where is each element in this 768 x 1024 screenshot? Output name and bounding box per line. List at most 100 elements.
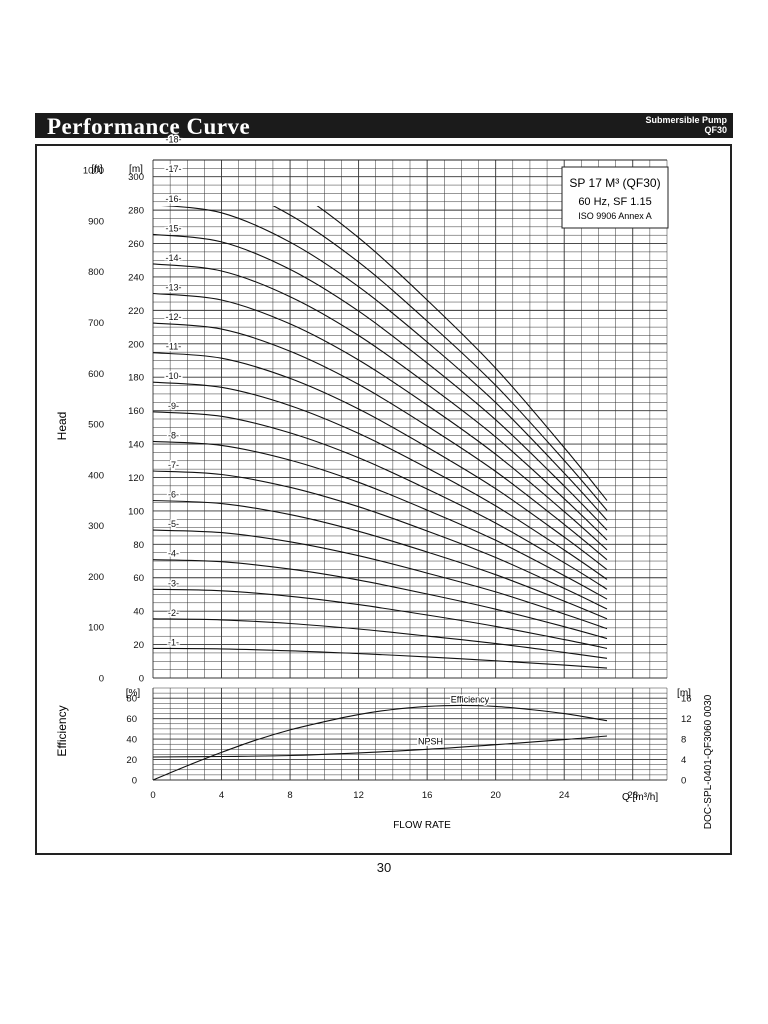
curve-efficiency xyxy=(152,704,608,781)
head-curves xyxy=(153,206,608,669)
y-tick-ft-900: 900 xyxy=(88,216,104,227)
stage-label-7: -7- xyxy=(168,460,179,470)
stage-curve-15 xyxy=(153,233,608,531)
q-unit-label: Q [m³/h] xyxy=(622,792,658,803)
y-tick-m-20: 20 xyxy=(133,640,144,651)
stage-curve-9 xyxy=(153,411,608,590)
y-tick-ft-400: 400 xyxy=(88,470,104,481)
chart-frame xyxy=(35,144,732,855)
y-tick-ft-0: 0 xyxy=(99,674,104,685)
stage-label-3: -3- xyxy=(168,578,179,588)
legend-line-2: 60 Hz, SF 1.15 xyxy=(578,196,651,208)
y-tick-pct-20: 20 xyxy=(126,755,137,766)
x-tick-20: 20 xyxy=(490,790,501,801)
y-tick-m-260: 260 xyxy=(128,239,144,250)
stage-label-16: -16- xyxy=(166,194,182,204)
y-tick-ft-100: 100 xyxy=(88,623,104,634)
stage-curve-13 xyxy=(153,292,608,551)
stage-label-11: -11- xyxy=(166,342,181,352)
y-tick-m-100: 100 xyxy=(128,506,144,517)
x-tick-4: 4 xyxy=(219,790,224,801)
stage-label-10: -10- xyxy=(166,371,182,381)
legend-box xyxy=(561,166,669,229)
y-tick-m-280: 280 xyxy=(128,206,144,217)
y-tick-m-300: 300 xyxy=(128,172,144,183)
curve-npsh xyxy=(152,735,608,758)
stage-curve-16 xyxy=(161,206,608,521)
stage-curve-4 xyxy=(153,559,608,640)
y-tick-pct-80: 80 xyxy=(126,694,137,705)
head-axis-title: Head xyxy=(55,412,69,441)
unit-ft-label: [ft] xyxy=(91,164,102,175)
x-tick-24: 24 xyxy=(559,790,570,801)
unit-pct-label: [%] xyxy=(126,688,141,699)
legend-line-3: ISO 9906 Annex A xyxy=(578,211,652,221)
y-tick-ft-700: 700 xyxy=(88,318,104,329)
y-tick-m-220: 220 xyxy=(128,306,144,317)
head-grid xyxy=(152,159,668,679)
stage-curve-1 xyxy=(153,647,608,669)
stage-curve-10 xyxy=(153,381,608,580)
y-tick-m-0: 0 xyxy=(139,674,144,685)
stage-curve-3 xyxy=(153,588,608,649)
stage-label-6: -6- xyxy=(168,490,179,500)
stage-label-12: -12- xyxy=(166,312,182,322)
header-bar: Performance Curve Submersible Pump QF30 xyxy=(35,113,733,139)
x-tick-16: 16 xyxy=(422,790,433,801)
y-tick-ft-800: 800 xyxy=(88,267,104,278)
flow-rate-label: FLOW RATE xyxy=(393,820,451,831)
y-tick-ft-200: 200 xyxy=(88,572,104,583)
stage-curve-14 xyxy=(153,263,608,541)
y-tick-pct-0: 0 xyxy=(132,776,137,787)
legend-line-1: SP 17 M³ (QF30) xyxy=(569,176,660,190)
efficiency-grid xyxy=(152,687,668,781)
stage-curve-8 xyxy=(153,440,608,600)
stage-curve-18 xyxy=(316,206,608,501)
y-tick-m-240: 240 xyxy=(128,272,144,283)
y-tick-pct-60: 60 xyxy=(126,714,137,725)
efficiency-curve-label: Efficiency xyxy=(451,694,490,704)
stage-curve-11 xyxy=(153,352,608,571)
stage-curve-17 xyxy=(272,206,608,511)
y-tick-npsh-0: 0 xyxy=(681,776,686,787)
y-tick-ft-600: 600 xyxy=(88,369,104,380)
stage-label-13: -13- xyxy=(166,283,182,293)
x-tick-0: 0 xyxy=(150,790,155,801)
stage-label-4: -4- xyxy=(168,549,179,559)
header-subtitle: Submersible Pump QF30 xyxy=(645,115,727,135)
page-number: 30 xyxy=(376,860,392,875)
unit-m-right-label: [m] xyxy=(677,688,691,699)
stage-label-8: -8- xyxy=(168,430,179,440)
x-tick-12: 12 xyxy=(353,790,364,801)
stage-label-5: -5- xyxy=(168,519,179,529)
y-tick-m-160: 160 xyxy=(128,406,144,417)
stage-curve-7 xyxy=(153,470,608,610)
y-tick-m-140: 140 xyxy=(128,440,144,451)
stage-label-14: -14- xyxy=(166,253,182,263)
y-tick-npsh-4: 4 xyxy=(681,755,686,766)
efficiency-curves: Efficiency NPSH xyxy=(152,693,608,781)
npsh-curve-label: NPSH xyxy=(418,737,443,747)
stage-curve-6 xyxy=(153,499,608,620)
doc-code: DOC-SPL-0401-QF3060 0030 xyxy=(703,694,714,829)
y-tick-m-120: 120 xyxy=(128,473,144,484)
x-tick-28: 28 xyxy=(627,790,638,801)
stage-label-2: -2- xyxy=(168,608,179,618)
y-tick-ft-300: 300 xyxy=(88,521,104,532)
stage-label-1: -1- xyxy=(168,637,179,647)
axis-ticks: -1- -2- -3- -4- -5- -6- -7- -8- -9- -10- -11- -12- -… xyxy=(83,133,692,801)
y-tick-pct-40: 40 xyxy=(126,735,137,746)
y-tick-m-180: 180 xyxy=(128,373,144,384)
stage-label-17: -17- xyxy=(166,164,182,174)
y-tick-npsh-12: 12 xyxy=(681,714,692,725)
y-tick-ft-1000: 1000 xyxy=(83,166,104,177)
stage-curve-5 xyxy=(153,529,608,630)
stage-curve-2 xyxy=(153,618,608,659)
product-model: QF30 xyxy=(704,125,727,135)
page-title: Performance Curve xyxy=(47,114,251,139)
efficiency-axis-title: Efficiency xyxy=(55,705,69,756)
y-tick-ft-500: 500 xyxy=(88,420,104,431)
x-tick-8: 8 xyxy=(287,790,292,801)
y-tick-npsh-16: 16 xyxy=(681,694,692,705)
y-tick-m-80: 80 xyxy=(133,540,144,551)
